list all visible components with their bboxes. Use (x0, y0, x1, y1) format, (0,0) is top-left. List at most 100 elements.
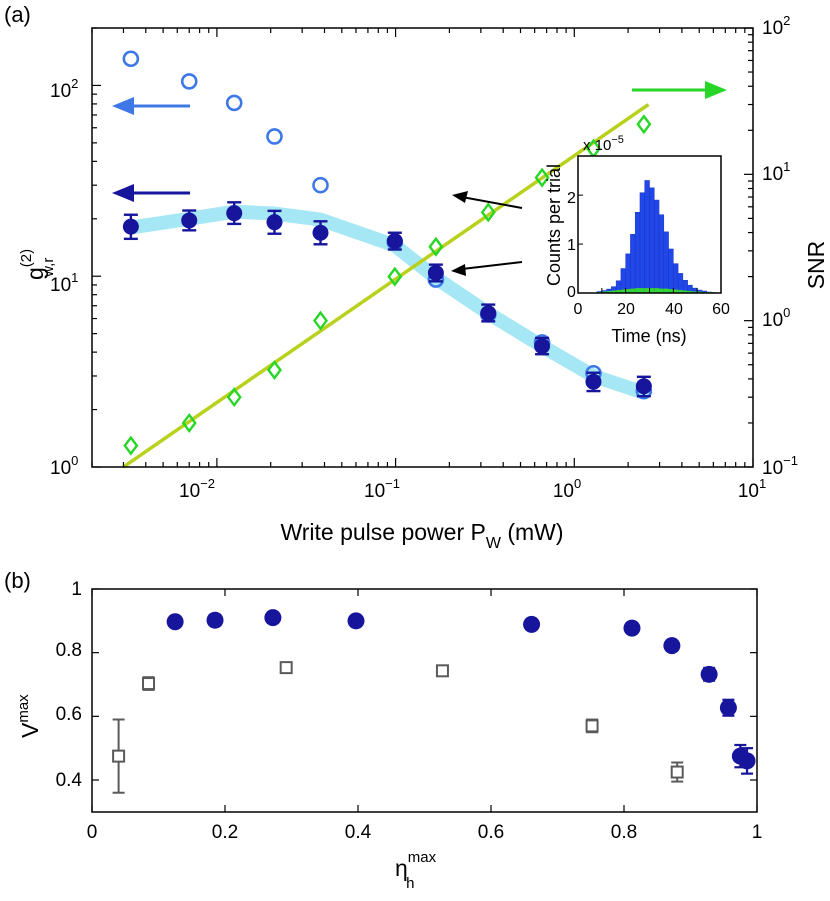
snr-fit-line (122, 103, 650, 469)
inset-background-bar (673, 289, 679, 293)
arrow-head (452, 191, 468, 203)
arrow-head (705, 81, 727, 99)
g2-filled-circle-point (635, 378, 652, 395)
g2-open-circle-point (180, 73, 198, 90)
inset-background-bar (606, 291, 612, 293)
panel-a-x-tick-labels: 10−2 10−1 100 101 (179, 476, 766, 502)
pointer-arrow-g2 (451, 261, 523, 276)
arrow-shaft (461, 196, 523, 209)
panel-b-label: (b) (4, 568, 31, 593)
g2-open-circle-point (225, 94, 243, 112)
inset-x-tick-label: 40 (665, 301, 683, 318)
inset-background-bar (678, 290, 683, 293)
inset-x-axis-label: Time (ns) (611, 326, 686, 346)
axis-arrows (112, 81, 727, 276)
y-right-tick-label: 101 (762, 159, 790, 185)
open-square-point (279, 661, 293, 675)
g2-filled-circle-point (534, 338, 551, 355)
inset-background-bar (649, 288, 655, 293)
arrow-left-filled-circles (112, 184, 190, 202)
panel-b-x-tick-labels: 0 0.2 0.4 0.6 0.8 1 (87, 822, 763, 843)
panel-a-ticks (91, 27, 754, 468)
snr-diamond-point (480, 202, 496, 223)
y-tick-label: 0.6 (56, 704, 82, 725)
inset-background-bar (616, 290, 621, 293)
inset-x-tick-label: 60 (712, 301, 730, 318)
g2-open-circle-point (266, 128, 283, 145)
g2-filled-circle-point (585, 373, 602, 390)
inset-histogram-bar (658, 214, 665, 294)
inset-histogram-bar (663, 231, 669, 294)
panel-b-y-axis-label: Vmax (15, 694, 43, 738)
snr-diamond-point (313, 310, 329, 331)
panel-a-label: (a) (4, 2, 31, 27)
snr-diamond-point (636, 114, 652, 135)
panel-a-x-axis-label: Write pulse power PW (mW) (280, 519, 563, 552)
inset-histogram-bar (634, 212, 641, 294)
inset-histogram-bar (620, 268, 626, 294)
x-tick-label: 10−2 (179, 476, 215, 502)
snr-diamond-point (428, 236, 444, 257)
inset-histogram-bar (654, 199, 660, 294)
inset-y-tick-labels: 0 1 2 (567, 190, 576, 301)
y-tick-label: 0.4 (56, 770, 83, 791)
inset-background-bar (644, 288, 650, 293)
panel-b: (b) 0 0.2 0.4 0.6 0.8 1 0.4 0.6 0.8 1 Vm… (4, 568, 762, 892)
inset-background-bar (668, 289, 674, 293)
panel-b-frame (91, 588, 758, 813)
inset-background-bar (611, 290, 617, 293)
panel-b-y-tick-labels: 0.4 0.6 0.8 1 (56, 579, 83, 791)
y-left-tick-label: 102 (50, 76, 78, 102)
filled-circle-point (347, 612, 365, 630)
y-right-tick-label: 100 (762, 305, 790, 331)
g2-filled-circle-point (427, 264, 444, 281)
filled-circle-point (738, 752, 756, 770)
inset-x-tick-labels: 0 20 40 60 (574, 301, 730, 318)
y-right-tick-label: 102 (762, 13, 790, 39)
open-square-point (435, 664, 449, 678)
arrow-right-snr (632, 81, 727, 99)
filled-circle-point (719, 699, 737, 717)
g2-filled-circle-point (312, 224, 329, 241)
inset-background-bar (682, 290, 688, 293)
panel-a-right-axis-label: SNR (803, 241, 829, 290)
inset-x-tick-label: 0 (574, 301, 583, 318)
snr-diamond-point (534, 167, 550, 188)
panel-a-right-tick-labels: 10−1 100 101 102 (762, 13, 798, 479)
y-left-tick-label: 101 (50, 270, 78, 296)
x-tick-label: 0.2 (212, 822, 238, 843)
inset-y-tick-label: 1 (567, 237, 576, 254)
inset-histogram-bar (644, 180, 650, 294)
arrow-head (112, 97, 134, 115)
inset-background-bar (620, 289, 626, 293)
g2-filled-circle-point (386, 232, 403, 249)
pointer-arrow-snr (452, 191, 523, 209)
filled-circle-point (623, 619, 641, 637)
x-tick-label: 0.8 (611, 822, 637, 843)
y-tick-label: 0.8 (56, 640, 82, 661)
filled-circle-point (663, 637, 681, 655)
y-right-tick-label: 10−1 (762, 453, 798, 479)
snr-diamond-point (181, 412, 197, 433)
arrow-left-open-circles (112, 97, 190, 115)
y-left-tick-label: 100 (50, 453, 78, 479)
inset-y-axis-label: Counts per trial (544, 164, 564, 286)
panel-a: (a) 10−2 10−1 100 101 100 101 102 10−1 1… (4, 2, 829, 552)
inset-background-bar (635, 288, 640, 293)
x-tick-label: 101 (738, 476, 766, 502)
filled-circle-point (523, 615, 541, 633)
filled-circle-point (206, 611, 224, 629)
snr-diamond-point (387, 266, 403, 287)
filled-circle-point (166, 613, 184, 631)
inset-scale-factor: x 10−5 (583, 134, 624, 154)
snr-diamond-point (123, 435, 139, 456)
y-tick-label: 1 (71, 579, 82, 600)
g2-open-circle-point (122, 50, 140, 68)
filled-circle-point (700, 665, 718, 683)
x-tick-label: 0.4 (345, 822, 372, 843)
inset-background-bar (625, 289, 631, 293)
x-tick-label: 100 (553, 476, 581, 502)
x-tick-label: 1 (752, 822, 763, 843)
open-square-point (670, 765, 684, 779)
